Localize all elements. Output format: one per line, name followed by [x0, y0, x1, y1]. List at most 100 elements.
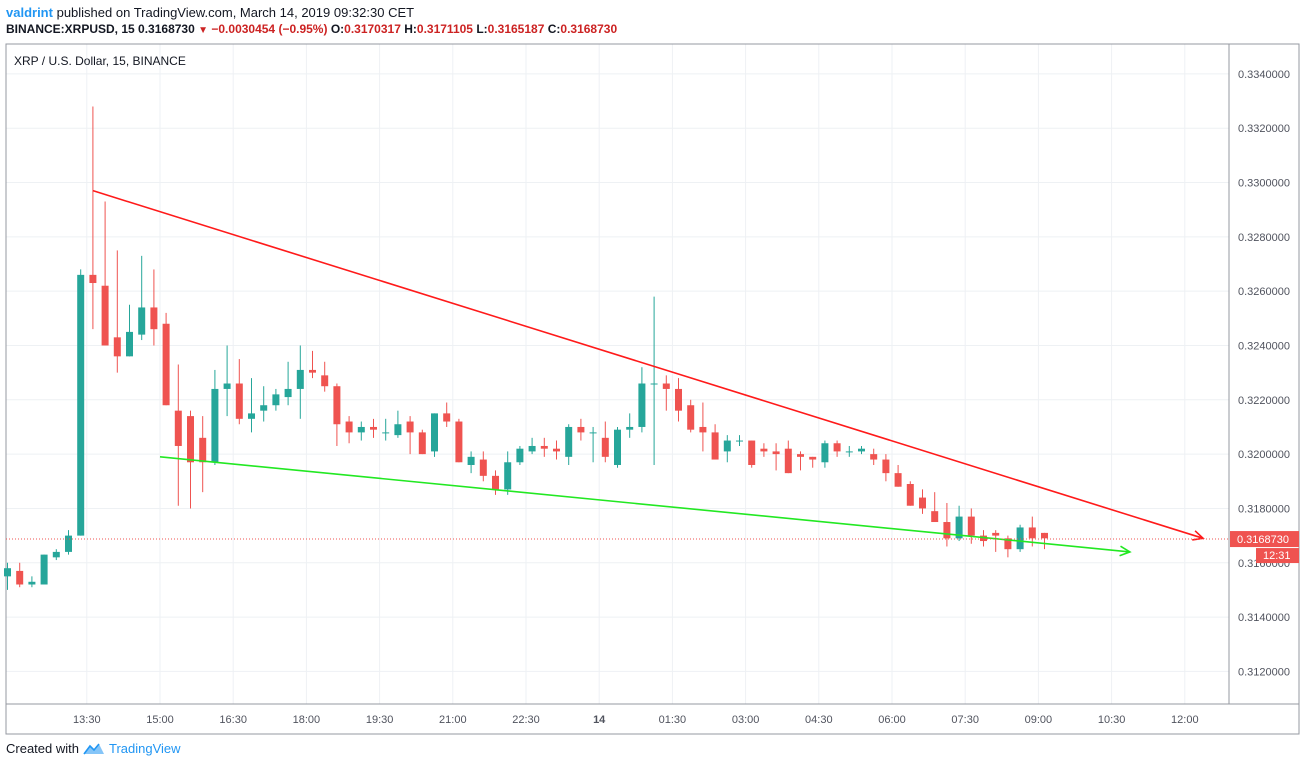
candle-body: [138, 307, 146, 335]
candle-body: [248, 413, 255, 419]
candle: [845, 445, 853, 457]
candle-body: [858, 448, 865, 452]
close-label: C:: [547, 22, 561, 36]
x-tick-label: 01:30: [659, 714, 687, 726]
chart-border: [5, 43, 1300, 735]
candle: [260, 386, 268, 422]
candle-body: [760, 448, 768, 452]
candle-body: [736, 440, 743, 442]
candle: [126, 304, 133, 357]
price-chart[interactable]: XRP / U.S. Dollar, 15, BINANCE 0.3120000…: [0, 40, 1305, 740]
x-tick-label: 10:30: [1098, 714, 1126, 726]
candle-body: [894, 473, 902, 487]
candle: [882, 454, 890, 482]
candle: [601, 421, 609, 463]
y-tick-label: 0.3340000: [1238, 69, 1290, 81]
candle: [321, 361, 329, 392]
candle-body: [492, 475, 499, 490]
candle: [736, 435, 743, 446]
candle-body: [52, 551, 60, 558]
candle: [65, 530, 72, 555]
candle-body: [833, 443, 841, 452]
author-link[interactable]: valdrint: [6, 5, 53, 20]
candle-body: [516, 448, 524, 463]
candle-body: [443, 413, 451, 422]
candle: [1041, 532, 1048, 550]
candle-body: [601, 437, 609, 457]
candle-body: [723, 440, 731, 452]
candle: [455, 418, 463, 463]
x-tick-label: 15:00: [146, 714, 174, 726]
candle-body: [943, 522, 951, 539]
candle-body: [321, 375, 329, 387]
tradingview-link[interactable]: TradingView: [108, 741, 181, 756]
candle-body: [797, 454, 804, 457]
last-price-marker: 0.3168730 12:31: [6, 531, 1299, 564]
candle-body: [223, 383, 231, 389]
candle-body: [626, 426, 634, 430]
candle-body: [919, 497, 926, 509]
countdown-label: 12:31: [1263, 550, 1291, 562]
candle-body: [1028, 527, 1036, 539]
candle: [589, 426, 597, 463]
candle-body: [357, 426, 365, 433]
candle: [40, 554, 48, 585]
candle: [528, 437, 536, 455]
candle: [357, 421, 365, 441]
candle-body: [211, 388, 219, 463]
candle: [467, 451, 475, 474]
candle-body: [528, 445, 536, 452]
candle: [382, 418, 390, 441]
candle: [833, 440, 841, 457]
candle: [370, 418, 377, 438]
x-tick-label: 14: [593, 714, 606, 726]
candle-body: [577, 426, 585, 433]
candle-body: [77, 274, 85, 536]
x-tick-label: 06:00: [878, 714, 906, 726]
x-tick-label: 18:00: [293, 714, 321, 726]
countdown-label-bg: [1256, 548, 1299, 564]
candle-body: [687, 405, 695, 430]
candle: [418, 429, 426, 455]
x-tick-label: 19:30: [366, 714, 394, 726]
candle: [894, 464, 902, 487]
candle: [650, 296, 658, 465]
publish-info: published on TradingView.com, March 14, …: [56, 5, 415, 20]
y-tick-label: 0.3140000: [1238, 612, 1290, 624]
candle: [296, 345, 304, 419]
candle-body: [370, 426, 377, 430]
candle-body: [662, 383, 670, 389]
candle: [906, 481, 914, 506]
candle-body: [284, 388, 292, 398]
candle: [89, 106, 97, 330]
candle: [760, 443, 768, 457]
candle-body: [309, 369, 316, 373]
x-tick-label: 12:00: [1171, 714, 1199, 726]
candle: [162, 312, 170, 406]
candle: [16, 562, 24, 588]
candle: [333, 383, 341, 446]
x-tick-label: 16:30: [219, 714, 247, 726]
candle: [784, 440, 792, 474]
candle: [345, 416, 353, 444]
trendlines: [92, 189, 1205, 557]
candle-body: [382, 432, 390, 434]
candle-body: [614, 429, 621, 465]
y-tick-label: 0.3120000: [1238, 666, 1290, 678]
candle: [101, 201, 109, 346]
candle-body: [479, 459, 487, 476]
candle: [821, 440, 829, 468]
created-with-label: Created with: [6, 741, 79, 756]
candle: [870, 448, 878, 465]
candle: [919, 489, 926, 514]
candle: [967, 508, 975, 544]
candle-body: [906, 484, 914, 506]
candle: [4, 562, 11, 590]
candle-body: [16, 570, 24, 585]
candle: [77, 269, 85, 536]
close-value: 0.3168730: [560, 22, 618, 36]
candle-body: [431, 413, 438, 452]
resistance-trendline: [92, 189, 1204, 540]
candle-body: [784, 448, 792, 474]
candle: [565, 424, 573, 465]
